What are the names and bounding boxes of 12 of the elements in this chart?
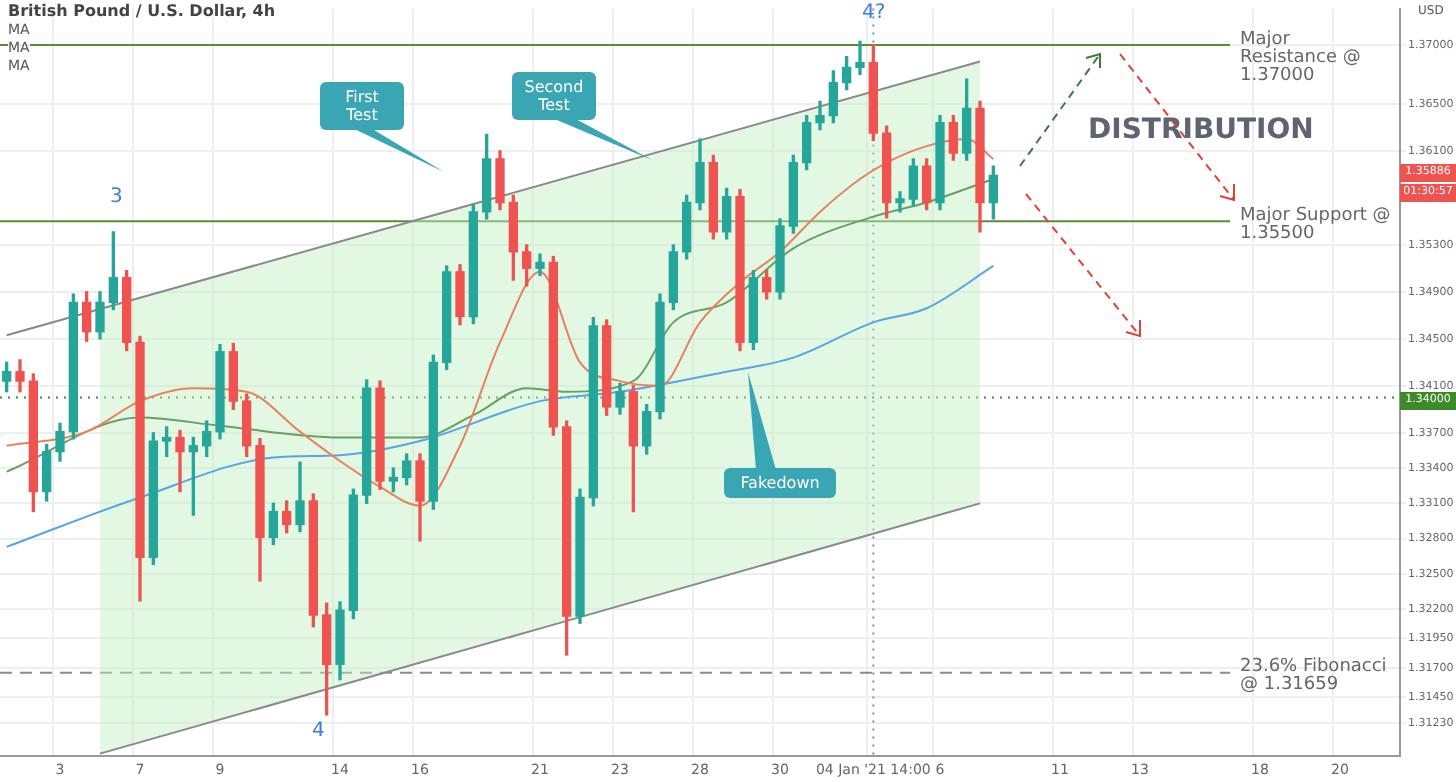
annotation: 3: [110, 186, 123, 208]
annotation: 4: [312, 720, 325, 742]
annotation: 4?: [862, 2, 886, 24]
candlestick: [895, 191, 905, 213]
ref-line-label: 23.6% Fibonacci @ 1.31659: [1240, 657, 1387, 696]
candlestick: [175, 429, 185, 493]
ref-line-label: Major Support @ 1.35500: [1240, 205, 1391, 244]
ref-line-label: Major Resistance @ 1.37000: [1240, 29, 1361, 86]
chart-title: British Pound / U.S. Dollar, 4h: [8, 2, 276, 20]
candlestick: [855, 40, 865, 76]
line-series: [5, 264, 995, 548]
annotation: DISTRIBUTION: [1088, 114, 1314, 146]
